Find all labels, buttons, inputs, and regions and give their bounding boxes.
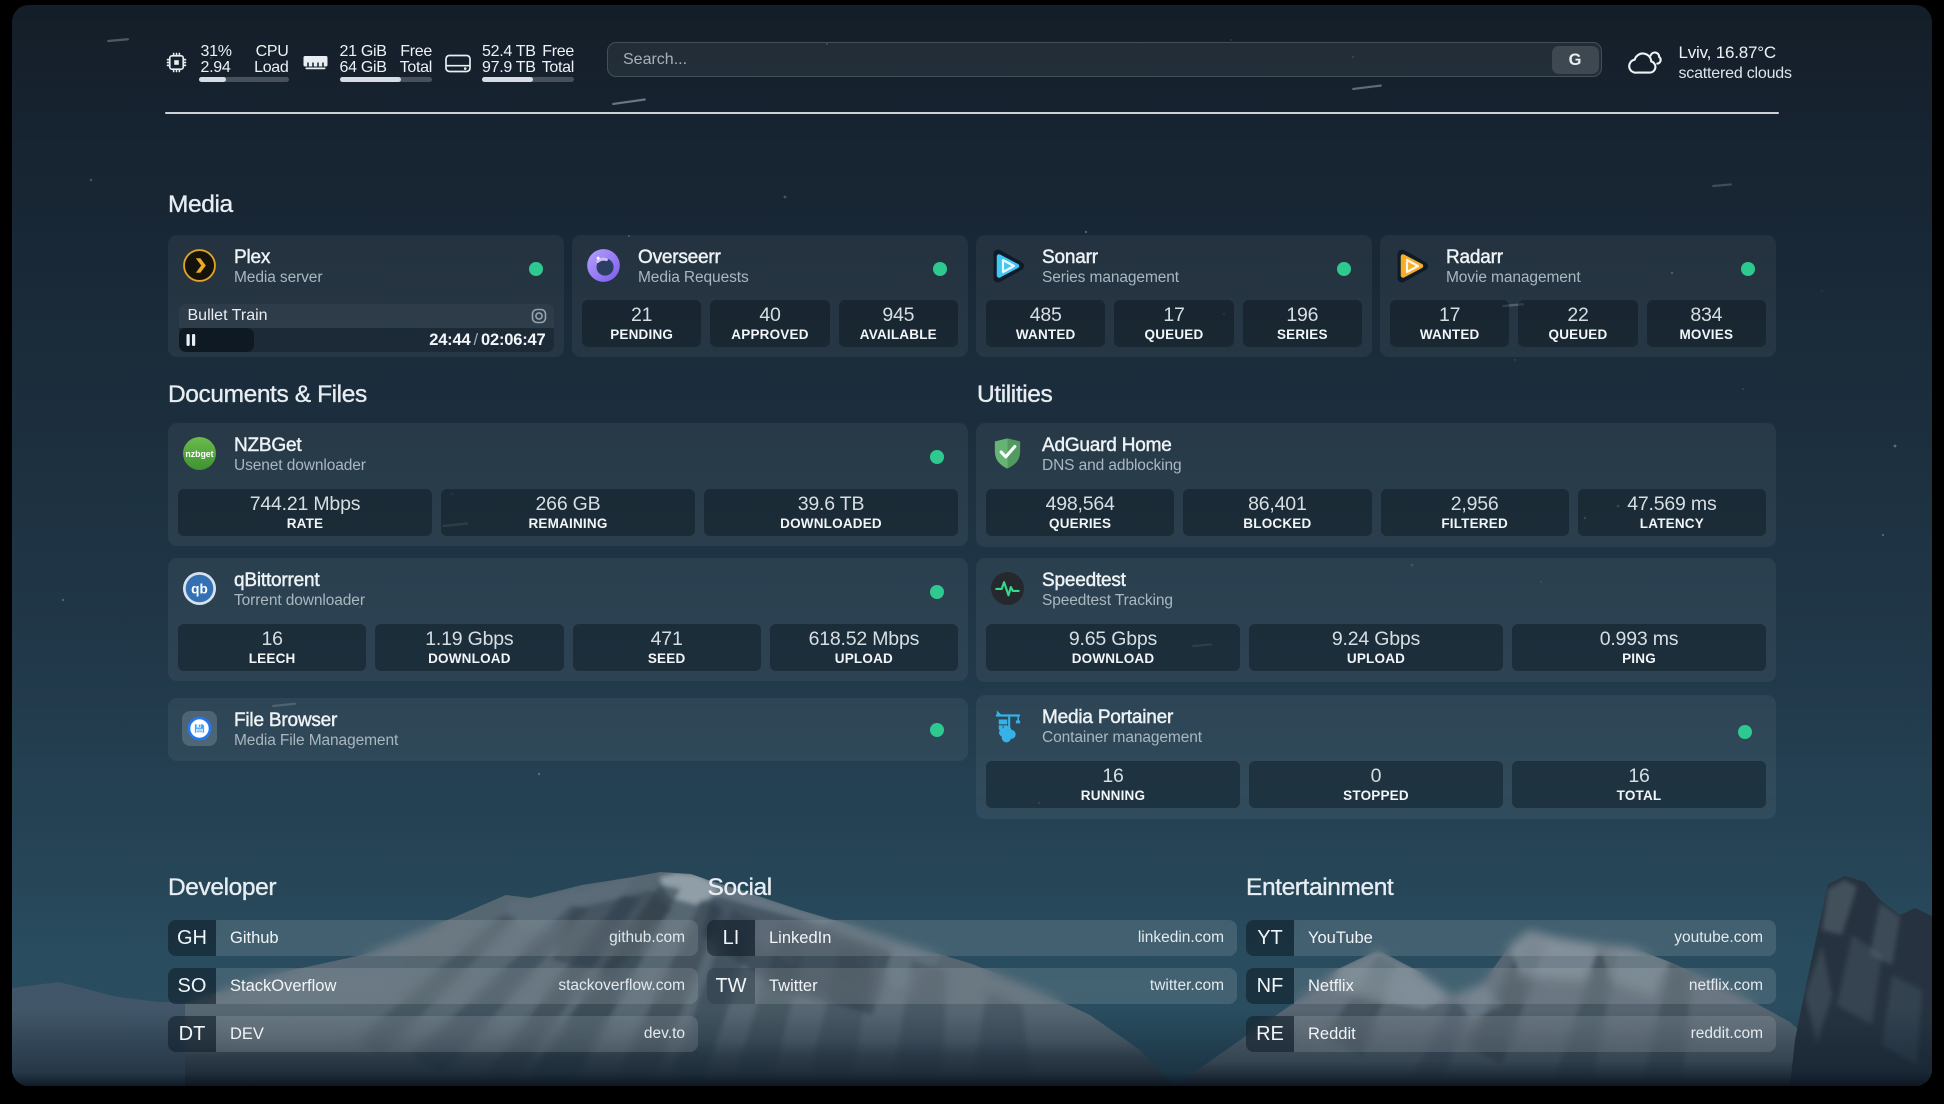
svg-text:nzbget: nzbget — [185, 449, 213, 459]
svg-text:qb: qb — [191, 581, 208, 596]
